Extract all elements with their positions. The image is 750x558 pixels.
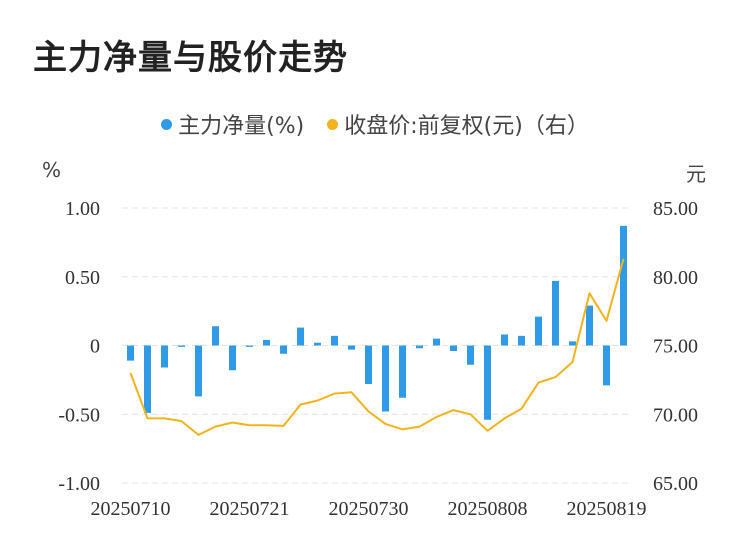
bar xyxy=(620,225,627,346)
bar xyxy=(178,345,185,347)
left-axis-unit: % xyxy=(42,158,62,182)
bar xyxy=(161,345,168,368)
bar xyxy=(552,280,559,346)
y-left-tick-label: 0 xyxy=(90,336,100,358)
y-right-tick-label: 70.00 xyxy=(653,404,698,426)
x-tick-label: 20250819 xyxy=(567,498,647,520)
bar xyxy=(518,335,525,346)
bar xyxy=(569,341,576,346)
y-right-tick-label: 80.00 xyxy=(653,267,698,289)
bar xyxy=(535,316,542,346)
bar xyxy=(263,340,270,346)
right-axis-unit: 元 xyxy=(686,162,706,186)
bar xyxy=(246,345,253,347)
bar xyxy=(467,345,474,365)
y-left-tick-label: 0.50 xyxy=(65,267,100,289)
y-right-tick-label: 85.00 xyxy=(653,198,698,220)
bar xyxy=(365,345,372,384)
bar xyxy=(127,345,134,361)
legend: 主力净量(%) 收盘价:前复权(元)（右） xyxy=(0,108,750,140)
legend-label-net-flow: 主力净量(%) xyxy=(178,114,305,139)
bar xyxy=(586,305,593,346)
legend-label-price: 收盘价:前复权(元)（右） xyxy=(344,114,589,139)
x-tick-label: 20250730 xyxy=(329,498,409,520)
x-tick-label: 20250710 xyxy=(91,498,171,520)
legend-item-net-flow[interactable]: 主力净量(%) xyxy=(161,108,304,140)
legend-line-marker-icon xyxy=(327,118,339,130)
bar xyxy=(382,345,389,412)
y-right-tick-label: 75.00 xyxy=(653,336,698,358)
bar xyxy=(212,326,219,346)
bar xyxy=(348,345,355,350)
bar xyxy=(450,345,457,351)
legend-item-price[interactable]: 收盘价:前复权(元)（右） xyxy=(327,108,589,140)
bar xyxy=(484,345,491,420)
bar xyxy=(603,345,610,386)
bar xyxy=(144,345,151,413)
chart-title: 主力净量与股价走势 xyxy=(33,38,348,78)
bar xyxy=(433,338,440,346)
bar xyxy=(399,345,406,398)
bar xyxy=(297,327,304,346)
legend-bar-marker-icon xyxy=(161,118,173,130)
bar xyxy=(280,345,287,354)
bar xyxy=(195,345,202,397)
y-left-tick-label: 1.00 xyxy=(65,198,100,220)
bar xyxy=(331,335,338,346)
bar xyxy=(416,345,423,349)
x-tick-label: 20250808 xyxy=(448,498,528,520)
bar xyxy=(314,342,321,346)
price-line xyxy=(129,258,625,436)
y-right-tick-label: 65.00 xyxy=(653,473,698,495)
y-left-tick-label: -0.50 xyxy=(58,404,100,426)
x-tick-label: 20250721 xyxy=(210,498,290,520)
bar xyxy=(501,334,508,346)
y-left-tick-label: -1.00 xyxy=(58,473,100,495)
bar xyxy=(229,345,236,371)
